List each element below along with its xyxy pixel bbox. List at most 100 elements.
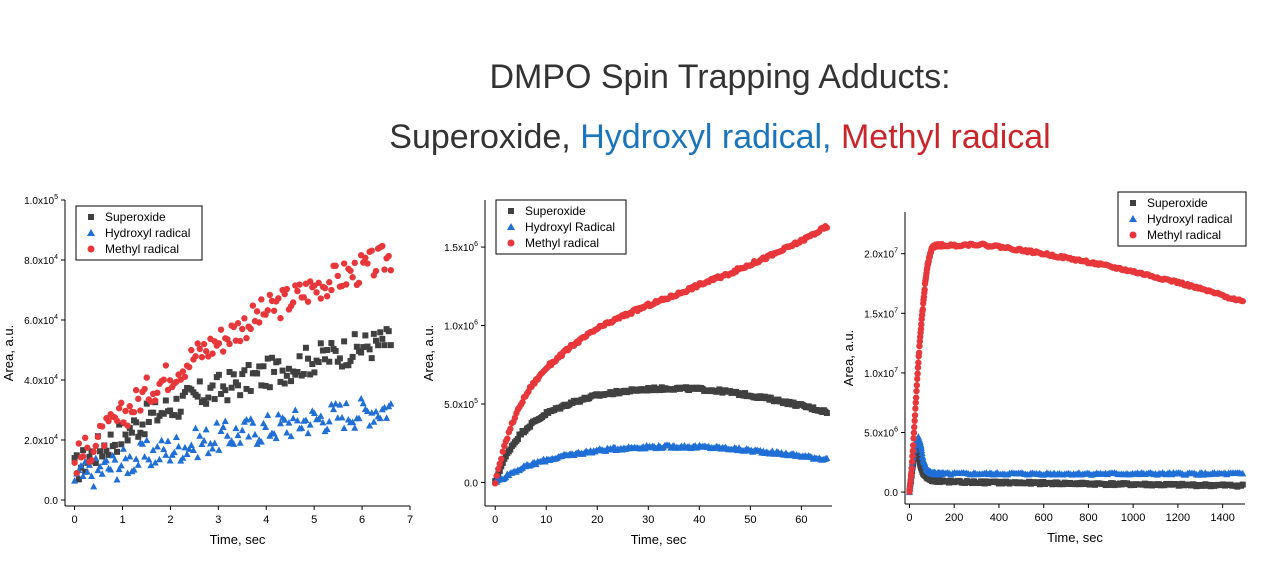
data-point (94, 466, 102, 474)
data-point (918, 449, 926, 456)
data-point (912, 399, 919, 406)
data-point (911, 417, 918, 425)
data-point (98, 423, 106, 430)
data-point (332, 262, 339, 270)
series-circle (71, 242, 395, 477)
data-point (153, 442, 161, 450)
data-point (215, 446, 223, 453)
data-point (326, 279, 333, 286)
data-point (96, 462, 104, 470)
y-tick-label: 2.0x107 (864, 248, 898, 261)
data-point (241, 315, 248, 322)
data-point (262, 423, 270, 430)
series-circle (906, 240, 1246, 495)
data-point (230, 371, 237, 378)
data-point (245, 432, 253, 440)
data-point (103, 447, 110, 454)
data-point (306, 421, 314, 428)
x-tick-label: 7 (407, 514, 413, 526)
data-point (160, 410, 167, 417)
y-tick-label: 1.0x107 (864, 367, 898, 380)
data-point (196, 378, 203, 385)
data-point (271, 368, 278, 375)
data-point (315, 279, 322, 287)
data-point (266, 384, 273, 391)
data-point (910, 429, 918, 436)
data-point (126, 452, 134, 460)
data-point (130, 466, 138, 473)
data-point (135, 433, 142, 440)
data-point (188, 346, 195, 354)
data-point (507, 446, 514, 453)
data-point (499, 448, 506, 455)
data-point (243, 334, 250, 342)
data-point (239, 325, 246, 333)
data-point (910, 435, 917, 442)
data-point (823, 454, 831, 461)
data-point (203, 400, 210, 407)
data-point (372, 337, 379, 344)
y-tick-label: 5.0x106 (864, 426, 898, 439)
data-point (88, 472, 96, 479)
data-point (291, 406, 299, 413)
x-tick-label: 4 (263, 514, 269, 526)
data-point (101, 442, 108, 450)
y-tick-label: 8.0x104 (24, 254, 58, 267)
data-point (364, 260, 371, 267)
x-tick-label: 60 (795, 514, 807, 526)
chart-1: 0 1 2 3 4 5 6 7 0.0 2.0x104 4.0x104 6.0x104 8.0x104 1… (1, 194, 413, 547)
data-point (192, 353, 199, 360)
data-point (338, 413, 346, 421)
data-point (256, 319, 263, 326)
data-point (387, 342, 394, 349)
data-point (376, 414, 384, 422)
data-point (823, 410, 830, 417)
data-point (909, 447, 917, 455)
data-point (504, 435, 511, 442)
data-point (919, 306, 926, 313)
data-point (171, 412, 178, 419)
data-point (351, 331, 358, 338)
x-tick-label: 400 (990, 512, 1008, 524)
data-point (293, 416, 301, 424)
data-point (194, 393, 201, 400)
x-tick-label: 3 (215, 514, 221, 526)
data-point (300, 294, 308, 301)
data-point (226, 340, 233, 348)
data-point (222, 387, 229, 394)
data-point (179, 454, 187, 461)
data-point (294, 369, 301, 376)
data-point (324, 346, 331, 353)
x-tick-label: 0 (72, 514, 78, 526)
data-point (915, 349, 923, 357)
series-square (906, 444, 1246, 495)
data-point (113, 417, 121, 425)
legend-marker-circle (87, 245, 95, 253)
data-point (302, 344, 309, 351)
data-point (81, 434, 89, 442)
data-point (133, 419, 140, 426)
data-point (387, 400, 395, 407)
data-point (97, 448, 104, 455)
data-point (334, 358, 341, 365)
legend-label: Hydroxyl Radical (525, 220, 615, 234)
data-point (107, 431, 114, 438)
x-tick-label: 0 (906, 512, 912, 524)
data-point (790, 399, 797, 406)
data-point (323, 292, 331, 300)
data-point (913, 387, 920, 395)
data-point (135, 395, 142, 403)
data-point (377, 329, 384, 336)
data-point (185, 445, 193, 452)
data-point (117, 461, 125, 469)
chart-2: 0 10 20 30 40 50 60 0.0 5.0x105 1.0x106 1.5x106 Tim… (421, 199, 832, 547)
x-axis-label: Time, sec (1047, 530, 1103, 545)
data-point (279, 367, 286, 374)
data-point (137, 429, 144, 436)
data-point (355, 414, 363, 422)
data-point (917, 325, 925, 333)
data-point (187, 441, 195, 448)
data-point (160, 445, 168, 453)
data-point (241, 367, 248, 374)
